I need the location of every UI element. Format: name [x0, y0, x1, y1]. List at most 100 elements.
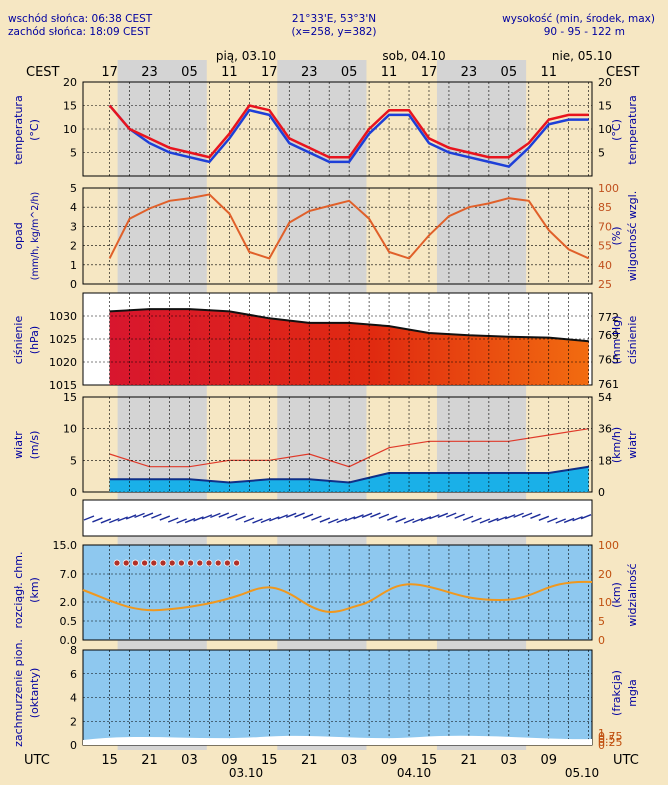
wind-kmh-tick-label: 18	[598, 454, 612, 467]
temp-left-label: temperatura	[12, 95, 25, 164]
cloud-base-marker	[168, 559, 176, 567]
cloud-base-marker	[113, 559, 121, 567]
cloudbase-left-unit: (km)	[28, 577, 41, 603]
visibility-right-label: widzialność	[626, 563, 639, 626]
humidity-line	[108, 193, 590, 260]
cloudbase-left-label: rozciągł. chm.	[12, 552, 25, 629]
top-tz-left: CEST	[26, 65, 60, 80]
humidity-right-unit: (%)	[610, 226, 623, 245]
sunset-text: zachód słońca: 18:09 CEST	[8, 26, 151, 38]
grid-text: (x=258, y=382)	[292, 26, 377, 38]
visibility-tick-label: 5	[598, 615, 605, 628]
top-day-2: sob, 04.10	[382, 49, 445, 63]
cloudcover-tick-label: 6	[70, 668, 77, 681]
precip-tick-label: 1	[70, 259, 77, 272]
cloudcover-tick-label: 2	[70, 715, 77, 728]
cloudcover-left-unit: (oktanty)	[28, 668, 41, 719]
wind-arrow	[412, 517, 423, 524]
top-hour-label: 11	[381, 65, 398, 80]
cloud-base-marker	[122, 559, 130, 567]
cloud-base-marker	[132, 559, 139, 567]
humidity-tick-label: 40	[598, 259, 612, 272]
cloud-base-marker	[178, 559, 185, 567]
fog-right-unit: (frakcja)	[610, 670, 623, 716]
bottom-hour-label: 21	[141, 753, 158, 768]
wind-arrow	[378, 513, 390, 519]
wind-arrow	[336, 517, 347, 524]
precip-tick-label: 0	[70, 278, 77, 291]
precip-tick-label: 4	[70, 201, 77, 214]
bottom-day-2: 04.10	[397, 766, 431, 780]
temp-right-tick-label: 15	[598, 100, 612, 113]
pressure-right-unit: (mm Hg)	[610, 316, 623, 365]
wind-arrow	[328, 518, 339, 524]
wind-arrow	[167, 517, 179, 523]
wind-arrow	[201, 514, 213, 520]
wind-arrow	[353, 514, 364, 520]
fog-tick-label: 0.75	[598, 730, 623, 743]
wind-arrow	[176, 518, 187, 524]
pressure-tick-label: 1020	[49, 356, 77, 369]
wind-arrow	[521, 512, 533, 518]
precip-frame	[82, 187, 593, 285]
humidity-tick-label: 100	[598, 182, 619, 195]
wind-arrow	[193, 516, 204, 522]
top-day-3: nie, 05.10	[552, 49, 612, 63]
precip-tick-label: 3	[70, 220, 77, 233]
fog-tick-label: 0.25	[598, 736, 623, 749]
cloudcover-left-label: zachmurzenie pion.	[12, 639, 25, 747]
wind-right-label: wiatr	[626, 431, 639, 459]
wind-arrow	[454, 513, 465, 519]
bottom-tz-left: UTC	[24, 753, 50, 768]
temp-tick-label: 15	[63, 100, 77, 113]
wind-right-unit: (km/h)	[610, 427, 623, 463]
wind-arrow	[226, 513, 238, 519]
temp-right-label: temperatura	[626, 95, 639, 164]
bottom-hour-label: 09	[221, 753, 238, 768]
wind-kmh-tick-label: 0	[598, 486, 605, 499]
pressure-tick-label: 1015	[49, 379, 77, 392]
visibility-tick-label: 20	[598, 568, 612, 581]
wind-arrow	[294, 512, 305, 518]
altitude-label: wysokość (min, środek, max)	[502, 13, 655, 25]
top-hour-label: 17	[421, 65, 438, 80]
humidity-tick-label: 55	[598, 240, 612, 253]
humidity-tick-label: 70	[598, 220, 612, 233]
wind-arrow	[437, 512, 449, 518]
wind-arrow	[285, 512, 297, 518]
wind-arrow	[462, 515, 474, 521]
temp-left-unit: (°C)	[28, 119, 41, 141]
temp-tick-label: 10	[63, 123, 77, 136]
pressure-mmhg-tick-label: 769	[598, 329, 619, 342]
pressure-tick-label: 1030	[49, 310, 77, 323]
temp-right-tick-label: 5	[598, 147, 605, 160]
wind-arrow	[142, 512, 154, 518]
cloud-base-marker	[214, 559, 222, 567]
wind-arrow	[243, 517, 255, 523]
bottom-hour-label: 09	[540, 753, 557, 768]
wind-arrow	[420, 516, 432, 522]
cloud-base-marker	[205, 559, 213, 567]
wind-arrow	[488, 517, 499, 524]
wind-arrow	[538, 515, 550, 521]
cloud-base-marker	[141, 559, 148, 567]
top-hour-label: 23	[301, 65, 318, 80]
wind-arrow	[580, 514, 592, 520]
top-hour-label: 05	[341, 65, 358, 80]
wind-arrow	[344, 516, 356, 522]
bottom-hour-label: 03	[181, 753, 198, 768]
altitude-values: 90 - 95 - 122 m	[544, 26, 625, 38]
cloud-base-marker	[150, 559, 158, 567]
wind-arrow	[109, 517, 120, 524]
visibility-tick-label: 10	[598, 596, 612, 609]
cloudbase-tick-label: 2.0	[60, 596, 78, 609]
fog-right-label: mgła	[626, 679, 639, 707]
temp-right-tick-label: 10	[598, 123, 612, 136]
cloudcover-tick-label: 0	[70, 739, 77, 752]
wind-arrow	[210, 512, 221, 519]
wind-tick-label: 10	[63, 423, 77, 436]
wind-arrow	[395, 517, 406, 523]
fog-tick-label: 1	[598, 727, 605, 740]
cloudcover-tick-label: 4	[70, 692, 77, 705]
visibility-line	[82, 580, 593, 613]
